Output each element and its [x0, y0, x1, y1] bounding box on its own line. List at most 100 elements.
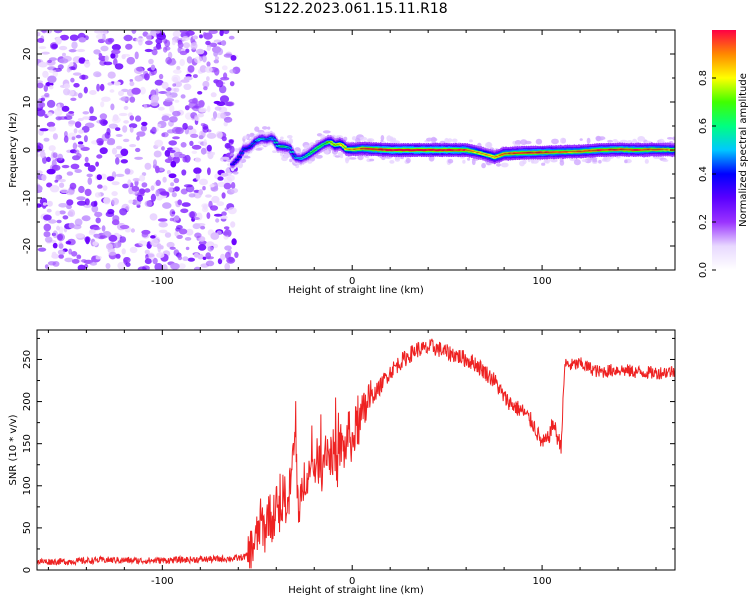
noise-blob — [220, 172, 229, 177]
noise-blob — [105, 263, 111, 269]
noise-blob — [80, 146, 90, 151]
ridge-halo-blob — [559, 158, 564, 163]
noise-blob — [70, 163, 80, 170]
noise-blob — [168, 140, 177, 146]
noise-blob — [223, 226, 230, 230]
noise-blob — [172, 30, 181, 38]
noise-blob — [213, 213, 223, 217]
spectrogram-y-tick-label: -20 — [22, 238, 33, 254]
noise-blob — [89, 106, 94, 114]
ridge-halo-blob — [280, 136, 284, 140]
noise-blob — [148, 58, 154, 65]
noise-blob — [198, 135, 204, 140]
spectrogram-x-tick-label: 100 — [533, 276, 552, 287]
noise-blob — [96, 174, 103, 181]
noise-blob — [152, 257, 158, 265]
noise-blob — [113, 81, 121, 86]
noise-blob — [119, 224, 130, 230]
ridge-halo-blob — [255, 148, 263, 151]
noise-blob — [169, 116, 178, 123]
noise-blob — [220, 76, 230, 81]
noise-blob — [51, 253, 60, 259]
snr-y-tick-label: 100 — [22, 476, 33, 495]
noise-blob — [223, 121, 228, 127]
noise-blob — [69, 182, 77, 190]
noise-blob — [91, 205, 99, 213]
snr-y-tick-label: 0 — [22, 567, 33, 573]
noise-blob — [69, 34, 79, 41]
noise-blob — [75, 233, 85, 239]
noise-blob — [123, 34, 133, 42]
noise-blob — [220, 215, 228, 220]
noise-blob — [195, 173, 201, 181]
noise-blob — [115, 127, 121, 131]
noise-blob — [190, 42, 198, 50]
noise-blob — [176, 225, 183, 230]
noise-blob — [170, 262, 180, 270]
noise-blob — [212, 111, 218, 119]
noise-blob — [68, 248, 73, 255]
noise-blob — [83, 86, 88, 94]
noise-blob — [223, 116, 233, 123]
noise-blob — [67, 211, 74, 217]
noise-blob — [47, 59, 52, 64]
noise-blob — [97, 184, 103, 189]
noise-blob — [180, 142, 187, 148]
noise-blob — [147, 252, 155, 261]
noise-blob — [139, 188, 146, 195]
noise-blob — [158, 106, 165, 111]
ridge-halo-blob — [272, 150, 278, 154]
noise-blob — [83, 135, 88, 143]
noise-blob — [73, 128, 78, 134]
ridge-halo-blob — [592, 159, 598, 163]
noise-blob — [180, 188, 188, 195]
ridge-halo-blob — [467, 157, 471, 161]
noise-blob — [151, 126, 157, 135]
noise-blob — [193, 266, 201, 270]
ridge-halo-blob — [426, 137, 434, 142]
snr-y-tick-label: 250 — [22, 350, 33, 369]
noise-blob — [222, 30, 230, 35]
snr-panel: -100 0 100 0 50 100 150 200 250 Height of straig… — [8, 329, 676, 596]
noise-blob — [123, 138, 130, 143]
noise-blob — [78, 144, 85, 148]
ridge-halo-blob — [667, 137, 674, 140]
ridge-halo-blob — [380, 135, 385, 141]
noise-blob — [205, 252, 211, 260]
noise-blob — [74, 169, 82, 173]
noise-blob — [217, 181, 226, 188]
noise-blob — [146, 33, 152, 41]
noise-blob — [125, 262, 131, 267]
noise-blob — [169, 246, 176, 250]
noise-blob — [129, 96, 136, 103]
noise-blob — [61, 105, 70, 112]
colorbar-tick-label: 0.6 — [698, 118, 709, 134]
noise-blob — [53, 30, 63, 34]
noise-blob — [201, 206, 209, 213]
colorbar-gradient — [712, 30, 736, 270]
noise-blob — [111, 116, 121, 124]
noise-blob — [94, 192, 102, 198]
noise-blob — [215, 218, 220, 223]
noise-blob — [221, 211, 227, 217]
ridge-halo-blob — [359, 136, 368, 141]
noise-blob — [155, 30, 161, 34]
noise-blob — [226, 174, 235, 182]
noise-blob — [128, 123, 138, 129]
noise-blob — [74, 218, 83, 227]
noise-blob — [52, 242, 58, 249]
noise-blob — [200, 147, 207, 155]
noise-blob — [206, 132, 217, 139]
ridge-centerline — [232, 137, 675, 165]
noise-blob — [89, 90, 97, 95]
noise-blob — [229, 81, 235, 87]
noise-blob — [181, 36, 190, 42]
noise-blob — [87, 165, 96, 172]
noise-blob — [187, 125, 194, 130]
snr-x-tick-label: 100 — [533, 576, 552, 587]
noise-blob — [202, 80, 210, 88]
noise-blob — [183, 184, 193, 188]
noise-blob — [203, 32, 213, 40]
snr-ticks: -100 0 100 0 50 100 150 200 250 — [22, 330, 675, 587]
noise-blob — [57, 64, 64, 70]
